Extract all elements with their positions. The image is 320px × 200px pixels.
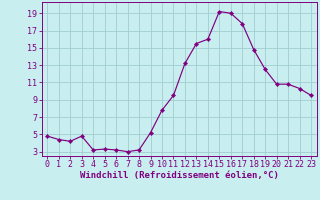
X-axis label: Windchill (Refroidissement éolien,°C): Windchill (Refroidissement éolien,°C)	[80, 171, 279, 180]
